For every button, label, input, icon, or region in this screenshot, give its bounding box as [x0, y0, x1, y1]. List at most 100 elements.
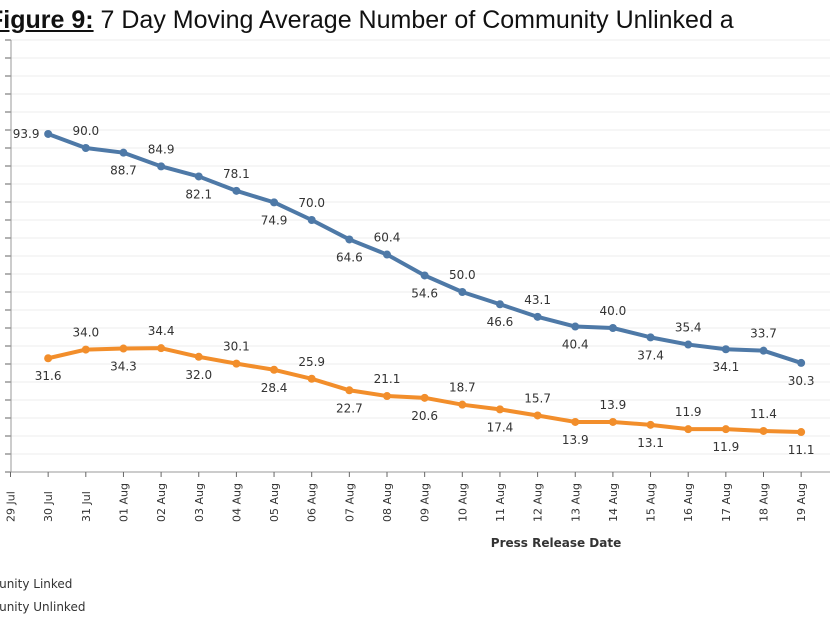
data-point — [684, 340, 693, 349]
x-tick-label: 05 Aug — [268, 483, 281, 522]
data-point — [797, 358, 806, 367]
data-point — [684, 425, 693, 434]
data-label: 34.3 — [110, 360, 137, 374]
data-point — [458, 288, 467, 296]
data-point — [232, 186, 241, 195]
data-label: 40.4 — [562, 338, 589, 352]
x-tick-label: 29 Jul — [5, 491, 18, 522]
legend-label: Community Linked — [0, 577, 73, 591]
title-text: 7 Day Moving Average Number of Community… — [100, 6, 734, 34]
data-point — [420, 271, 429, 280]
data-point — [533, 312, 542, 321]
data-point — [571, 322, 580, 331]
x-tick-label: 06 Aug — [306, 483, 319, 522]
data-point — [81, 144, 90, 152]
data-point — [194, 352, 203, 361]
data-label: 54.6 — [411, 286, 438, 300]
figure-number: Figure 9: — [0, 6, 94, 34]
data-label: 93.9 — [13, 127, 40, 141]
x-tick-label: 02 Aug — [155, 483, 168, 522]
data-point — [44, 354, 53, 363]
data-point — [81, 345, 90, 354]
data-label: 30.3 — [788, 374, 815, 388]
data-label: 90.0 — [72, 124, 99, 138]
x-tick-label: 14 Aug — [607, 483, 620, 522]
x-tick-label: 31 Jul — [80, 491, 93, 522]
data-label: 22.7 — [336, 401, 363, 415]
legend-item-linked: Community Linked — [0, 577, 72, 591]
data-label: 11.4 — [750, 407, 777, 421]
data-point — [420, 393, 429, 402]
data-label: 33.7 — [750, 327, 777, 341]
data-point — [44, 129, 53, 138]
data-point — [383, 392, 391, 401]
legend-item-unlinked: Community Unlinked — [0, 600, 85, 614]
data-point — [759, 426, 768, 435]
data-point — [345, 235, 354, 244]
data-label: 15.7 — [524, 391, 551, 405]
data-point — [721, 425, 730, 434]
data-point — [232, 359, 241, 368]
data-point — [119, 344, 128, 353]
data-label: 40.0 — [600, 304, 627, 318]
legend-label: Community Unlinked — [0, 600, 86, 614]
data-label: 11.9 — [675, 405, 702, 419]
data-point — [495, 405, 504, 414]
data-label: 11.9 — [712, 440, 739, 454]
data-point — [533, 411, 542, 420]
data-label: 18.7 — [449, 381, 476, 395]
data-point — [270, 365, 279, 374]
data-point — [608, 324, 617, 332]
data-label: 25.9 — [298, 355, 325, 369]
data-label: 34.0 — [72, 326, 99, 340]
data-point — [383, 250, 391, 259]
x-tick-label: 12 Aug — [532, 483, 545, 522]
data-point — [157, 344, 166, 353]
data-label: 37.4 — [637, 348, 664, 362]
data-label: 60.4 — [374, 231, 401, 245]
x-tick-label: 11 Aug — [494, 483, 507, 522]
x-tick-label: 01 Aug — [117, 483, 130, 522]
data-label: 34.1 — [712, 360, 739, 374]
data-point — [571, 417, 580, 426]
x-tick-label: 17 Aug — [720, 483, 733, 522]
data-label: 34.4 — [148, 324, 175, 338]
data-point — [157, 162, 166, 171]
data-point — [119, 148, 128, 157]
x-tick-label: 19 Aug — [795, 483, 808, 522]
x-tick-label: 16 Aug — [682, 483, 695, 522]
data-label: 30.1 — [223, 340, 250, 354]
data-point — [646, 333, 655, 342]
data-label: 74.9 — [261, 213, 288, 227]
data-point — [646, 420, 655, 429]
x-tick-label: 07 Aug — [343, 483, 356, 522]
x-tick-label: 13 Aug — [569, 483, 582, 522]
data-label: 31.6 — [35, 369, 62, 383]
data-point — [759, 346, 768, 355]
data-label: 17.4 — [487, 420, 514, 434]
data-label: 21.1 — [374, 372, 401, 386]
data-label: 13.9 — [600, 398, 627, 412]
data-label: 78.1 — [223, 167, 250, 181]
x-tick-label: 09 Aug — [419, 483, 432, 522]
data-point — [307, 216, 316, 224]
data-label: 64.6 — [336, 250, 363, 264]
data-point — [345, 386, 354, 395]
x-tick-label: 08 Aug — [381, 483, 394, 522]
data-point — [458, 400, 467, 409]
data-label: 28.4 — [261, 381, 288, 395]
chart-title: Figure 9: 7 Day Moving Average Number of… — [0, 6, 734, 35]
data-point — [721, 345, 730, 354]
data-point — [194, 172, 203, 181]
data-label: 88.7 — [110, 164, 137, 178]
data-label: 13.1 — [637, 436, 664, 450]
data-label: 46.6 — [487, 315, 514, 329]
data-label: 70.0 — [298, 196, 325, 210]
data-point — [608, 417, 617, 426]
x-tick-label: 18 Aug — [758, 483, 771, 522]
data-label: 11.1 — [788, 443, 815, 457]
data-point — [270, 198, 279, 207]
data-point — [307, 374, 316, 383]
data-point — [495, 300, 504, 309]
